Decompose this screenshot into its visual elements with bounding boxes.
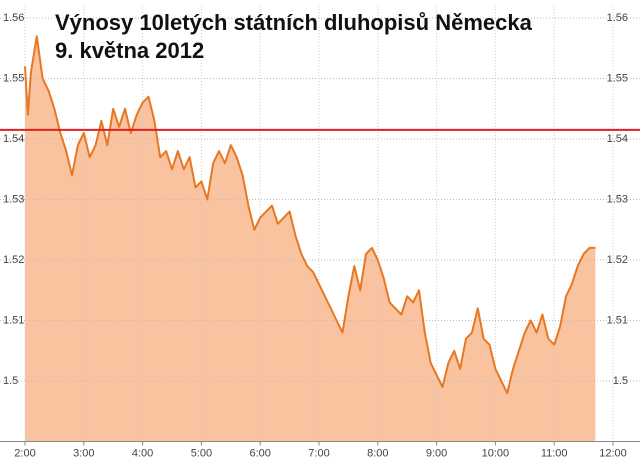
y-tick-label: 1.55 xyxy=(3,72,24,84)
y-tick-label: 1.54 xyxy=(3,133,24,145)
x-tick-label: 5:00 xyxy=(191,447,212,459)
x-tick-label: 3:00 xyxy=(73,447,94,459)
x-tick-label: 11:00 xyxy=(541,447,568,459)
y-tick-label-right: 1.53 xyxy=(607,193,628,205)
y-tick-label: 1.52 xyxy=(3,254,24,266)
y-tick-label-right: 1.52 xyxy=(607,254,628,266)
y-tick-label-right: 1.51 xyxy=(607,314,628,326)
y-tick-label: 1.5 xyxy=(3,375,18,387)
y-tick-label: 1.56 xyxy=(3,12,24,24)
area xyxy=(25,36,596,442)
x-tick-label: 4:00 xyxy=(132,447,153,459)
x-tick-label: 12:00 xyxy=(599,447,627,459)
chart-subtitle: 9. května 2012 xyxy=(55,38,204,63)
x-tick-label: 8:00 xyxy=(367,447,388,459)
chart-title: Výnosy 10letých státních dluhopisů Němec… xyxy=(55,10,533,35)
y-tick-label: 1.53 xyxy=(3,193,24,205)
y-tick-label: 1.51 xyxy=(3,314,24,326)
y-tick-label-right: 1.54 xyxy=(607,133,628,145)
x-tick-label: 7:00 xyxy=(308,447,329,459)
y-tick-label-right: 1.5 xyxy=(613,375,628,387)
line xyxy=(24,35,596,395)
x-tick-label: 2:00 xyxy=(14,447,35,459)
x-tick-label: 9:00 xyxy=(426,447,447,459)
y-tick-label-right: 1.55 xyxy=(607,72,628,84)
y-tick-label-right: 1.56 xyxy=(607,12,628,24)
x-tick-label: 10:00 xyxy=(482,447,510,459)
plot-layer: 1.5 1.5 1.51 1.51 1.52 1.52 1.53 1.53 1.54 1.54 1.… xyxy=(0,5,640,459)
x-tick-label: 6:00 xyxy=(249,447,270,459)
